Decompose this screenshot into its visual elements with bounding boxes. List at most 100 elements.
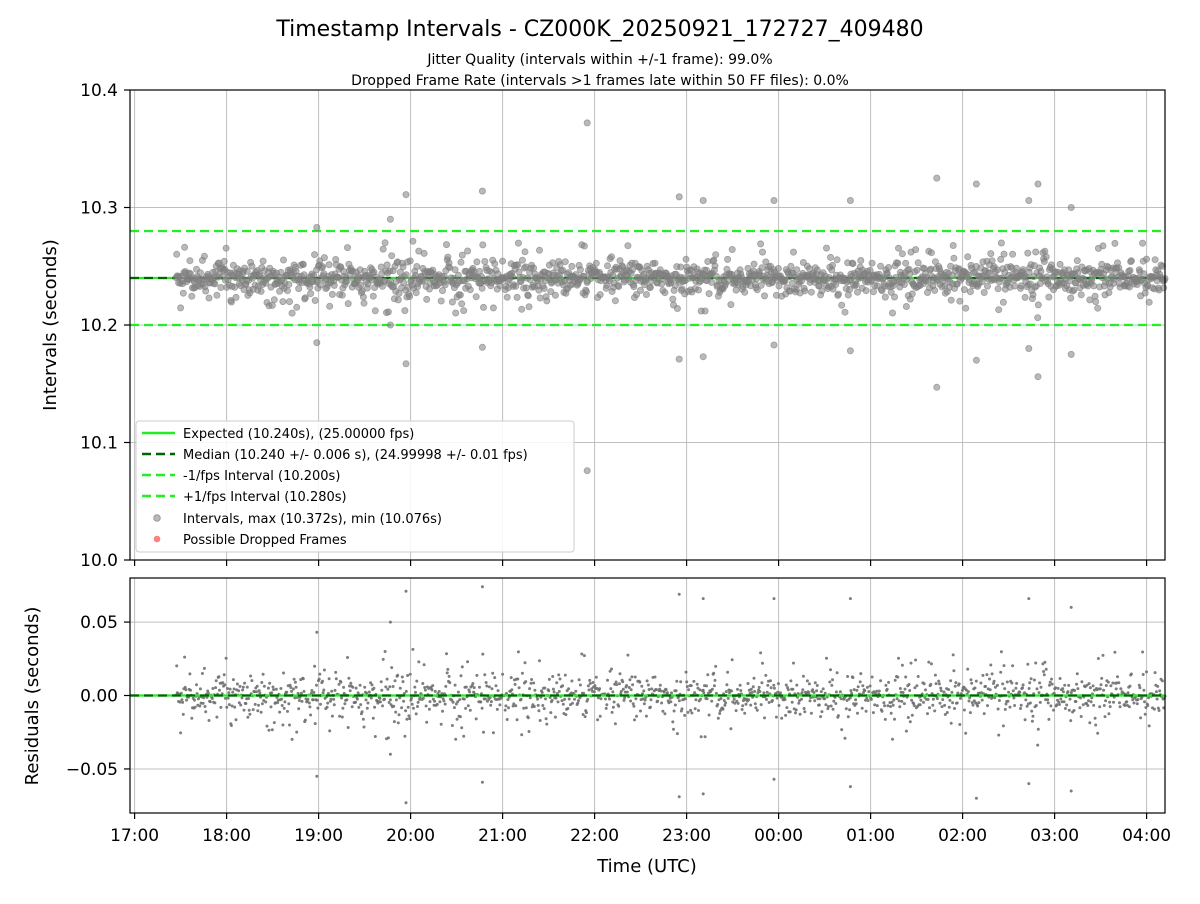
residual-point — [830, 683, 834, 687]
interval-point — [402, 271, 410, 279]
interval-point — [972, 180, 980, 188]
residual-point — [1152, 707, 1156, 711]
residual-point — [953, 684, 957, 688]
interval-point — [732, 286, 740, 294]
residual-point — [274, 687, 278, 691]
interval-point — [862, 287, 870, 295]
residual-point — [772, 683, 776, 687]
residual-point — [761, 661, 764, 665]
legend-label-intervals: Intervals, max (10.372s), min (10.076s) — [183, 512, 442, 527]
interval-point — [200, 252, 208, 260]
residual-point — [848, 708, 852, 712]
residual-point — [321, 691, 325, 695]
residual-point — [659, 689, 663, 693]
residual-point — [739, 689, 743, 692]
residual-point — [264, 700, 268, 704]
interval-point — [583, 119, 591, 127]
residual-point — [848, 696, 852, 700]
residual-point — [1006, 699, 1010, 703]
residual-point — [228, 687, 232, 691]
residual-point — [381, 704, 384, 708]
x-tick-label: 02:00 — [938, 826, 987, 846]
residual-point — [931, 697, 935, 701]
residual-point — [891, 737, 894, 741]
residual-point — [904, 675, 908, 679]
interval-point — [1160, 284, 1168, 292]
residual-point — [753, 702, 757, 706]
residual-point — [654, 688, 658, 691]
interval-point — [629, 265, 637, 273]
interval-point — [972, 356, 980, 364]
residual-point — [271, 685, 275, 689]
residual-point — [718, 712, 722, 715]
residual-point — [318, 672, 322, 676]
interval-point — [518, 256, 526, 264]
residual-point — [780, 716, 784, 720]
residual-point — [749, 687, 753, 691]
residual-point — [244, 702, 248, 705]
residual-point — [689, 684, 693, 688]
interval-point — [464, 247, 472, 255]
residual-point — [247, 697, 251, 700]
residual-point — [854, 702, 858, 706]
residual-point — [456, 700, 460, 704]
x-tick-label: 04:00 — [1122, 826, 1171, 846]
interval-point — [386, 321, 394, 329]
residual-point — [1063, 683, 1067, 687]
residual-point — [214, 686, 218, 690]
residual-point — [438, 700, 442, 704]
residual-point — [922, 682, 926, 686]
residual-point — [240, 696, 244, 700]
residual-point — [516, 650, 520, 654]
residual-point — [328, 729, 332, 733]
residual-point — [279, 687, 283, 690]
residual-point — [747, 698, 751, 702]
residual-point — [882, 701, 886, 705]
residual-point — [1127, 705, 1131, 709]
residual-point — [1039, 685, 1043, 689]
interval-point — [846, 347, 854, 355]
residual-point — [190, 716, 194, 720]
residual-point — [818, 697, 822, 701]
residual-point — [281, 723, 285, 727]
residual-point — [1112, 700, 1115, 704]
residual-point — [1096, 657, 1100, 660]
residual-point — [625, 690, 629, 694]
residual-point — [843, 736, 847, 740]
residual-point — [505, 691, 508, 695]
interval-point — [173, 250, 181, 258]
residual-point — [795, 683, 799, 687]
interval-point — [724, 255, 732, 263]
residual-point — [897, 656, 900, 660]
residual-point — [303, 718, 307, 722]
interval-point — [770, 196, 778, 204]
residual-point — [1058, 677, 1062, 680]
residual-point — [227, 703, 231, 707]
residual-point — [1027, 687, 1031, 690]
residual-point — [454, 737, 458, 741]
residual-point — [493, 676, 497, 680]
residual-point — [649, 698, 653, 702]
interval-point — [770, 341, 778, 349]
residual-point — [288, 723, 291, 727]
interval-point — [753, 286, 761, 294]
residual-point — [898, 705, 902, 709]
residual-point — [1019, 707, 1022, 710]
residual-point — [343, 702, 347, 706]
residual-point — [412, 706, 415, 710]
residual-point — [1037, 691, 1041, 695]
residual-point — [789, 679, 793, 683]
residual-point — [388, 752, 392, 756]
residual-point — [1154, 690, 1158, 694]
chart-subtitle-jitter: Jitter Quality (intervals within +/-1 fr… — [426, 52, 772, 68]
interval-point — [933, 174, 941, 182]
residual-point — [421, 696, 425, 700]
residual-point — [615, 683, 619, 687]
residual-point — [507, 706, 510, 710]
residual-point — [472, 686, 476, 690]
residual-point — [693, 707, 697, 711]
interval-point — [964, 253, 972, 261]
residual-point — [416, 700, 420, 704]
residual-point — [947, 705, 951, 709]
residual-point — [877, 689, 881, 693]
